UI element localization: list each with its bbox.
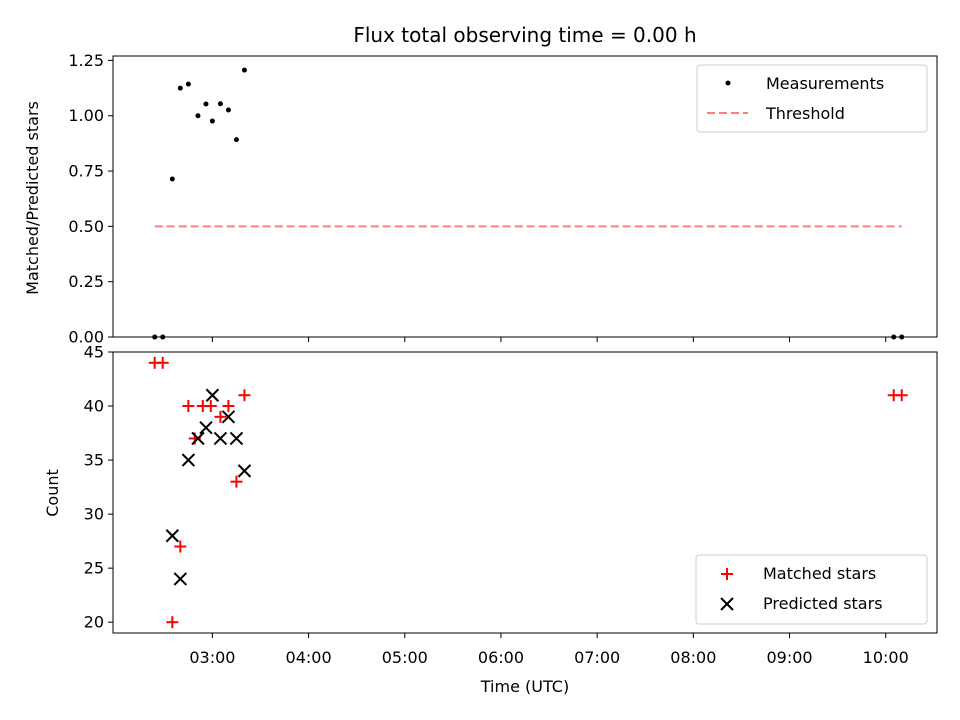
predicted-star-point [213, 431, 228, 446]
legend-predicted-label: Predicted stars [763, 594, 883, 613]
legend-measurements-marker [725, 80, 731, 86]
x-tick-label: 09:00 [766, 648, 812, 667]
measurement-point [195, 113, 201, 119]
x-axis-label: Time (UTC) [480, 677, 569, 696]
x-tick-label: 10:00 [863, 648, 909, 667]
top-legend-box [696, 64, 928, 133]
x-tick-label: 07:00 [574, 648, 620, 667]
measurement-point [209, 118, 215, 124]
top-panel-x-ticks [211, 337, 887, 342]
bottom-panel: 20 25 30 35 40 45 03:00 04:00 05:00 06:00 07:00 08… [43, 343, 938, 696]
measurement-point [177, 85, 183, 91]
measurement-point [241, 67, 247, 73]
bottom-panel-frame [112, 351, 938, 634]
legend-measurements-label: Measurements [766, 74, 884, 93]
bottom-panel-y-ticks: 20 25 30 35 40 45 [84, 343, 113, 632]
matched-star-point [238, 389, 251, 402]
matched-star-point [895, 389, 908, 402]
predicted-star-point [165, 529, 180, 543]
matched-star-point [214, 410, 227, 423]
predicted-star-point [199, 420, 213, 435]
matched-star-point [182, 400, 195, 413]
bottom-legend-box [695, 554, 928, 625]
x-tick-label: 04:00 [286, 648, 332, 667]
matched-star-point [174, 540, 187, 553]
legend-matched-label: Matched stars [763, 564, 876, 583]
matched-star-point [204, 400, 217, 413]
predicted-star-point [229, 431, 244, 446]
chart-title: Flux total observing time = 0.00 h [353, 23, 696, 47]
y-tick-label: 30 [84, 505, 104, 524]
measurement-point [203, 101, 209, 107]
y-tick-label: 1.00 [68, 106, 104, 125]
measurement-point [217, 101, 223, 107]
bottom-panel-x-ticks: 03:00 04:00 05:00 06:00 07:00 08:00 09:00 10:00 [189, 633, 909, 667]
predicted-star-point [205, 388, 220, 402]
measurement-point [233, 137, 239, 143]
legend-matched-marker [721, 568, 733, 580]
top-y-axis-label: Matched/Predicted stars [23, 101, 42, 295]
y-tick-label: 1.25 [68, 51, 104, 70]
predicted-star-point [181, 453, 196, 467]
measurement-point [185, 81, 191, 87]
predicted-star-point [221, 410, 236, 424]
matched-star-point [156, 356, 169, 369]
x-tick-label: 06:00 [478, 648, 524, 667]
matched-star-point [222, 400, 235, 413]
top-legend: Measurements Threshold [696, 64, 928, 133]
x-tick-label: 03:00 [189, 648, 235, 667]
y-tick-label: 0.50 [68, 217, 104, 236]
top-panel-y-ticks: 0.00 0.25 0.50 0.75 1.00 1.25 [68, 51, 113, 347]
y-tick-label: 0.00 [68, 328, 104, 347]
measurement-point [225, 107, 231, 113]
y-tick-label: 35 [84, 451, 104, 470]
top-panel-marks [152, 67, 905, 340]
x-tick-label: 05:00 [382, 648, 428, 667]
y-tick-label: 0.25 [68, 272, 104, 291]
top-panel-frame [112, 55, 938, 338]
legend-predicted-marker [720, 597, 734, 611]
measurement-point [169, 176, 175, 182]
predicted-star-point [237, 464, 252, 478]
matched-star-point [166, 616, 179, 629]
bottom-panel-marks [148, 356, 908, 629]
bottom-legend: Matched stars Predicted stars [695, 554, 928, 625]
y-tick-label: 40 [84, 397, 104, 416]
predicted-star-point [191, 431, 205, 446]
y-tick-label: 45 [84, 343, 104, 362]
y-tick-label: 20 [84, 613, 104, 632]
legend-threshold-label: Threshold [765, 104, 845, 123]
predicted-star-point [173, 572, 188, 586]
y-tick-label: 25 [84, 559, 104, 578]
top-panel: 0.00 0.25 0.50 0.75 1.00 1.25 Matched/Predict… [23, 51, 938, 347]
matched-star-point [230, 475, 243, 488]
y-tick-label: 0.75 [68, 162, 104, 181]
bottom-y-axis-label: Count [43, 469, 62, 517]
x-tick-label: 08:00 [670, 648, 716, 667]
